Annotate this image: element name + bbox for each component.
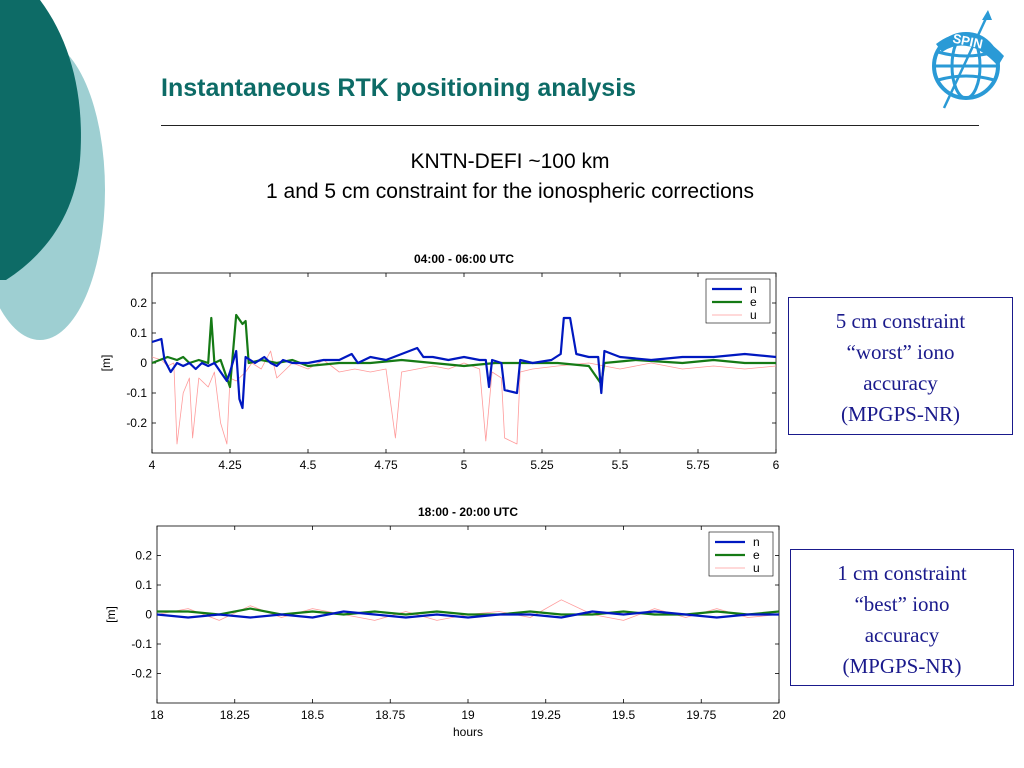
x-tick-label: 5.75 <box>686 458 710 472</box>
x-tick-label: 19.25 <box>531 708 561 722</box>
note-top-line-1: 5 cm constraint <box>835 309 966 333</box>
note-bottom-line-1: 1 cm constraint <box>837 561 967 585</box>
decorative-left-shapes <box>0 0 105 340</box>
subtitle-line-1: KNTN-DEFI ~100 km <box>410 150 610 173</box>
x-tick-label: 18 <box>150 708 164 722</box>
x-tick-label: 4.25 <box>218 458 242 472</box>
logo-banner <box>936 33 1004 66</box>
y-tick-label: -0.2 <box>131 667 152 681</box>
logo-text: SPIN <box>951 31 984 52</box>
chart-title: 18:00 - 20:00 UTC <box>418 505 518 519</box>
x-tick-label: 19 <box>461 708 475 722</box>
legend-label-u: u <box>750 308 757 322</box>
series-line-n <box>152 316 776 410</box>
note-bottom-line-4: (MPGPS-NR) <box>842 654 962 678</box>
x-axis-label: hours <box>453 725 483 739</box>
spin-logo: SPIN <box>932 10 1004 109</box>
x-tick-label: 18.25 <box>220 708 250 722</box>
legend-label-n: n <box>753 535 760 549</box>
x-tick-label: 18.75 <box>375 708 405 722</box>
x-tick-label: 4.75 <box>374 458 398 472</box>
x-tick-label: 5.25 <box>530 458 554 472</box>
x-tick-label: 4 <box>149 458 156 472</box>
x-tick-label: 19.75 <box>686 708 716 722</box>
y-tick-label: 0.2 <box>135 549 152 563</box>
chart-bottom: 18:00 - 20:00 UTC 18 18.25 18.5 18.75 19 19.25… <box>104 505 786 739</box>
subtitle-line-2: 1 and 5 cm constraint for the ionospheri… <box>266 180 754 203</box>
y-tick-label: 0 <box>145 608 152 622</box>
y-tick-label: 0.2 <box>130 296 147 310</box>
decor-dark-circle <box>0 0 81 280</box>
y-tick-label: -0.1 <box>131 637 152 651</box>
series-line-u <box>152 350 776 445</box>
y-tick-label: 0.1 <box>130 326 147 340</box>
x-tick-label: 19.5 <box>612 708 636 722</box>
y-axis-label: [m] <box>99 355 113 372</box>
series-line-n <box>157 610 779 619</box>
legend-label-u: u <box>753 561 760 575</box>
x-tick-label: 5 <box>461 458 468 472</box>
x-tick-label: 5.5 <box>612 458 629 472</box>
note-box-bottom: 1 cm constraint “best” iono accuracy (MP… <box>790 549 1014 686</box>
y-axis-label: [m] <box>104 606 118 623</box>
axis-arrow-icon <box>942 13 990 109</box>
arrow-head-icon <box>982 10 992 20</box>
note-top-line-2: “worst” iono <box>846 340 955 364</box>
x-tick-label: 4.5 <box>300 458 317 472</box>
x-tick-label: 20 <box>772 708 786 722</box>
chart-top: 04:00 - 06:00 UTC 4 4.25 4.5 4.75 5 5.25 5.5 5.7… <box>99 252 780 472</box>
note-top-line-4: (MPGPS-NR) <box>840 402 961 426</box>
y-tick-label: 0 <box>140 356 147 370</box>
y-tick-label: 0.1 <box>135 578 152 592</box>
y-tick-label: -0.1 <box>126 386 147 400</box>
x-tick-label: 18.5 <box>301 708 325 722</box>
note-top-line-3: accuracy <box>863 371 938 395</box>
x-tick-label: 6 <box>773 458 780 472</box>
y-tick-label: -0.2 <box>126 416 147 430</box>
note-box-top: 5 cm constraint “worst” iono accuracy (M… <box>788 297 1013 435</box>
note-bottom-line-3: accuracy <box>864 623 940 647</box>
note-bottom-line-2: “best” iono <box>854 592 950 616</box>
slide-title: Instantaneous RTK positioning analysis <box>161 74 637 102</box>
chart-title: 04:00 - 06:00 UTC <box>414 252 514 266</box>
legend-label-e: e <box>750 295 757 309</box>
legend-label-n: n <box>750 282 757 296</box>
title-rule <box>161 125 979 126</box>
legend-label-e: e <box>753 548 760 562</box>
